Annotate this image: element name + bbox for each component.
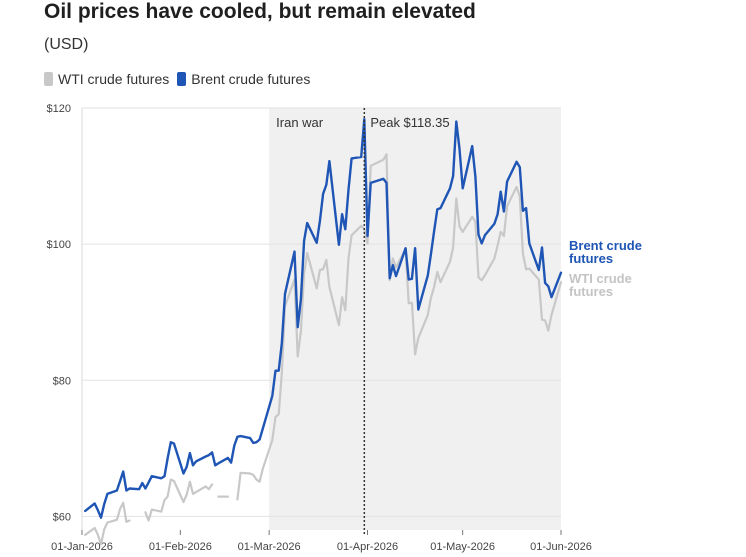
series-line-wti <box>144 478 214 522</box>
y-tick-label: $120 <box>47 103 71 115</box>
legend-item-brent[interactable]: Brent crude futures <box>177 71 310 87</box>
series-line-wti <box>236 153 563 501</box>
x-tick-label: 01-Jun-2026 <box>530 541 592 553</box>
chart-subtitle: (USD) <box>44 36 89 53</box>
x-tick-label: 01-May-2026 <box>430 541 495 553</box>
series-line-brent <box>83 117 563 519</box>
legend: WTI crude futures Brent crude futures <box>44 71 318 87</box>
x-tick-label: 01-Mar-2026 <box>238 541 301 553</box>
chart-title: Oil prices have cooled, but remain eleva… <box>44 0 476 23</box>
x-tick-label: 01-Jan-2026 <box>51 541 113 553</box>
end-label-wti: futures <box>569 284 613 299</box>
x-tick-label: 01-Apr-2026 <box>337 541 398 553</box>
peak-annotation: Peak $118.35 <box>370 115 449 130</box>
end-label-wti: WTI crude <box>569 271 632 286</box>
shaded-region-iran-war <box>269 108 561 530</box>
x-tick-label: 01-Feb-2026 <box>149 541 212 553</box>
end-label-brent: futures <box>569 251 613 266</box>
y-tick-label: $100 <box>47 239 71 251</box>
legend-label-wti: WTI crude futures <box>58 71 170 87</box>
y-tick-label: $60 <box>53 511 71 523</box>
end-label-brent: Brent crude <box>569 238 642 253</box>
legend-label-brent: Brent crude futures <box>191 71 311 87</box>
legend-item-wti[interactable]: WTI crude futures <box>44 71 169 87</box>
legend-swatch-wti <box>44 72 53 86</box>
y-tick-label: $80 <box>53 375 71 387</box>
legend-swatch-brent <box>177 72 187 86</box>
series-line-wti <box>84 501 131 546</box>
region-label: Iran war <box>276 115 324 130</box>
